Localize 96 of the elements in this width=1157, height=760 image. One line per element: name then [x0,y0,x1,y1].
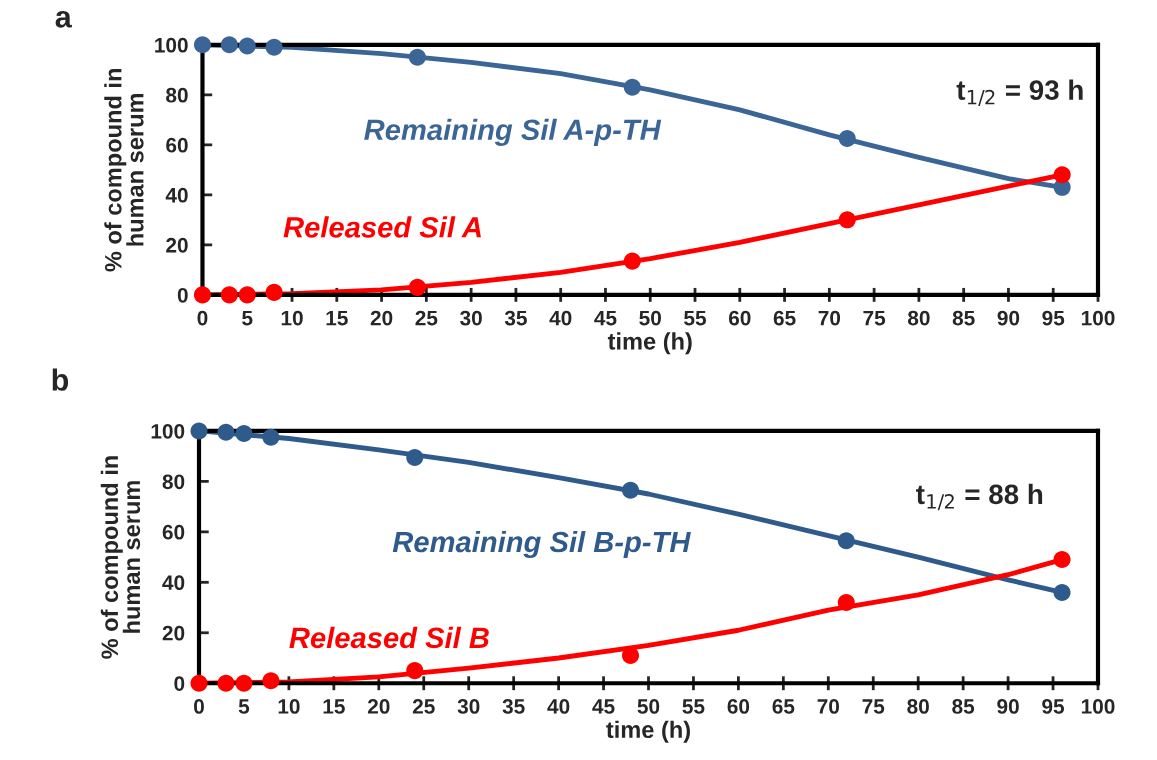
y-tick-label: 0 [174,676,185,691]
point [262,672,280,690]
point [623,78,641,96]
y-axis-title: % of compound in human serum [100,456,141,659]
point [837,532,855,550]
point [408,48,426,66]
point [235,424,253,442]
point [1053,551,1071,569]
x-tick-label: 100 [1081,699,1115,714]
x-tick-label: 55 [684,310,707,326]
point [193,286,211,304]
x-tick-label: 100 [1081,310,1115,326]
x-tick-label: 90 [997,699,1019,714]
y-tick-label: 0 [177,287,188,303]
x-tick-label: 85 [952,699,975,714]
x-tick-label: 15 [326,310,348,326]
y-tick-label: 20 [162,625,185,641]
x-tick-label: 85 [952,310,975,326]
point [837,593,855,611]
x-tick-label: 65 [772,699,795,714]
point [265,283,283,301]
x-tick-label: 25 [412,699,435,714]
x-tick-label: 80 [907,310,930,326]
series-label: Remaining Sil A-p-TH [364,118,662,146]
x-tick-label: 95 [1042,310,1065,326]
point [623,252,641,270]
y-tick-label: 80 [166,87,188,103]
x-tick-label: 5 [242,310,253,326]
annotation: t$_{1/2}$ = 93 h [956,79,1083,107]
y-tick-label: 60 [162,524,185,540]
point [193,36,211,54]
x-tick-label: 0 [197,310,208,326]
x-tick-label: 75 [862,699,885,714]
x-tick-label: 40 [549,310,572,326]
x-tick-label: 35 [504,310,527,326]
y-tick-label: 100 [155,37,188,53]
x-tick-label: 10 [278,699,300,714]
x-tick-label: 95 [1042,699,1065,714]
x-tick-label: 50 [637,699,660,714]
point [220,286,238,304]
x-tick-label: 30 [457,699,480,714]
point [838,211,856,229]
point [406,662,424,680]
point [265,38,283,56]
point [406,448,424,466]
point [217,423,235,441]
point [1053,166,1071,184]
series-label: Released Sil B [289,626,489,649]
y-tick-label: 80 [162,474,185,490]
point [238,37,256,55]
x-tick-label: 20 [370,310,393,326]
point [217,674,235,692]
y-axis-title: % of compound in human serum [104,69,144,272]
x-tick-label: 55 [682,699,705,714]
x-tick-label: 40 [547,699,570,714]
text: b [52,368,69,391]
point [262,428,280,446]
point [190,422,208,440]
point [190,674,208,692]
text: Remaining Sil B-p-TH [392,530,691,559]
x-tick-label: 45 [592,699,615,714]
y-tick-label: 100 [151,423,185,439]
x-tick-label: 75 [863,310,886,326]
point [838,130,856,148]
x-tick-label: 35 [502,699,525,714]
x-tick-label: 25 [415,310,438,326]
point [1053,583,1071,601]
y-tick-label: 40 [162,575,185,591]
x-tick-label: 10 [281,310,303,326]
series-label: Released Sil A [283,216,481,238]
x-tick-label: 90 [997,310,1020,326]
y-tick-label: 40 [165,187,188,203]
x-tick-label: 80 [907,699,929,714]
y-tick-label: 60 [166,137,188,153]
x-tick-label: 65 [773,310,796,326]
x-tick-label: 5 [238,699,250,714]
point [220,36,238,54]
y-tick-label: 20 [166,237,188,253]
x-axis-title: time (h) [607,332,692,355]
x-tick-label: 60 [727,699,750,714]
x-tick-label: 20 [367,699,390,714]
x-tick-label: 0 [194,699,204,714]
x-tick-label: 50 [639,310,661,326]
x-tick-label: 70 [818,310,841,326]
x-tick-label: 15 [323,699,345,714]
annotation: t$_{1/2}$ = 88 h [916,483,1043,511]
x-tick-label: 60 [728,310,751,326]
point [238,286,256,304]
point [235,674,253,692]
point [622,481,640,499]
x-axis-title: time (h) [606,720,690,743]
x-tick-label: 30 [460,310,482,326]
x-tick-label: 70 [817,699,840,714]
point [408,278,426,296]
text: a [55,10,72,28]
x-tick-label: 45 [594,310,617,326]
